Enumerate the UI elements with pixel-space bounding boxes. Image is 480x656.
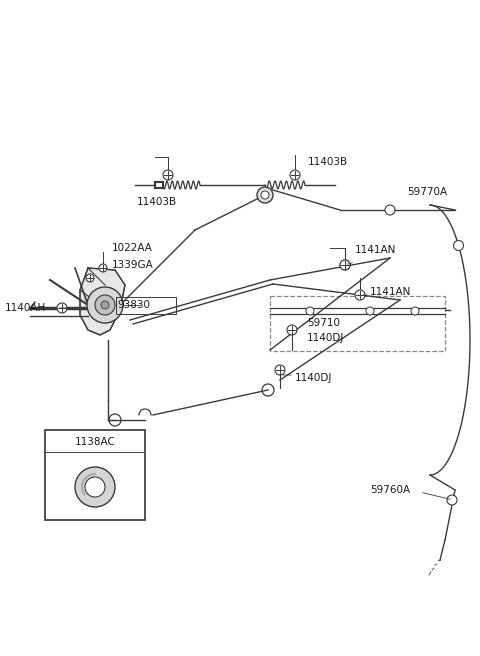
Text: 11403B: 11403B [137,197,177,207]
Circle shape [287,325,297,335]
Circle shape [261,191,269,199]
Text: 11403B: 11403B [308,157,348,167]
Circle shape [447,495,457,505]
Circle shape [85,477,105,497]
Circle shape [411,307,419,315]
Circle shape [101,301,109,309]
Circle shape [385,205,395,215]
Polygon shape [80,268,125,335]
Circle shape [340,260,350,270]
Circle shape [87,287,123,323]
Text: 1339GA: 1339GA [112,260,154,270]
Text: 1141AN: 1141AN [370,287,411,297]
Circle shape [86,274,94,282]
Circle shape [306,307,314,315]
Bar [45,430,145,520]
Circle shape [57,303,67,313]
Text: 59770A: 59770A [407,187,447,197]
Text: 59710: 59710 [307,318,340,328]
Circle shape [454,241,464,251]
Circle shape [257,187,273,203]
Text: 1022AA: 1022AA [112,243,153,253]
Text: 1138AC: 1138AC [74,437,115,447]
Circle shape [275,365,285,375]
Text: 1140DJ: 1140DJ [307,333,344,343]
Circle shape [355,290,365,300]
Text: 1141AN: 1141AN [355,245,396,255]
Text: 93830: 93830 [117,300,150,310]
Text: 1140AH: 1140AH [5,303,46,313]
Circle shape [95,295,115,315]
Circle shape [99,264,107,272]
Circle shape [290,170,300,180]
Circle shape [340,260,350,270]
Bar [116,297,176,314]
Text: 1140DJ: 1140DJ [295,373,332,383]
Circle shape [75,467,115,507]
Circle shape [366,307,374,315]
Text: 59760A: 59760A [370,485,410,495]
Bar [270,296,445,351]
Circle shape [163,170,173,180]
